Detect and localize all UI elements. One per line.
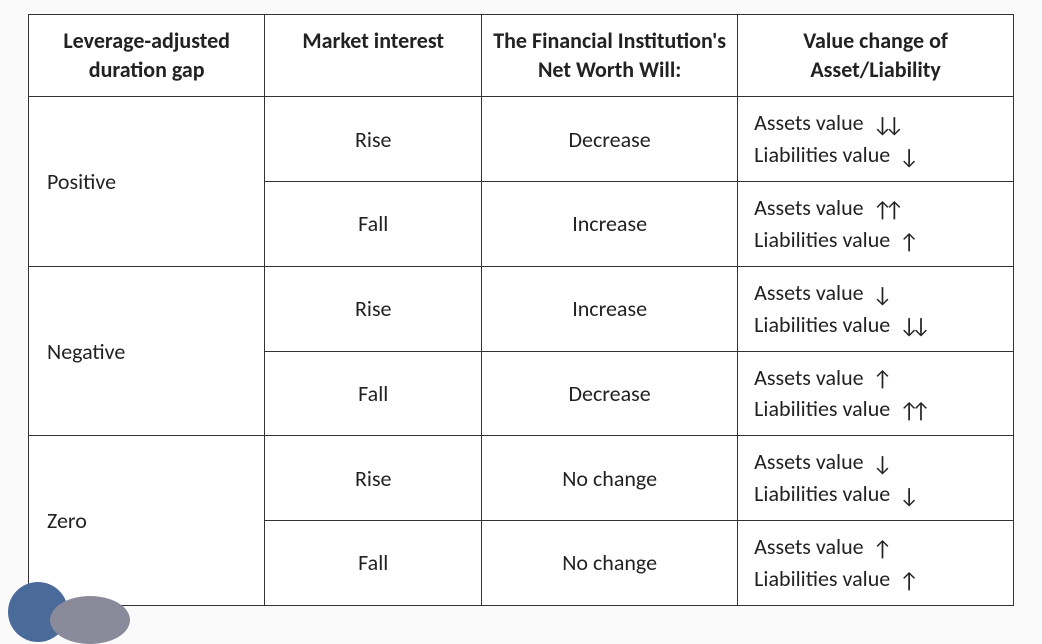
value-change-cell: Assets value ↓↓ Liabilities value ↓	[738, 97, 1014, 182]
networth-cell: No change	[482, 436, 738, 521]
col-header-value-change: Value change of Asset/Liability	[738, 15, 1014, 97]
table-header-row: Leverage-adjusted duration gap Market in…	[29, 15, 1014, 97]
value-change-cell: Assets value ↑ Liabilities value ↑	[738, 521, 1014, 606]
table-container: Leverage-adjusted duration gap Market in…	[0, 0, 1042, 620]
arrow-down-icon: ↓↓	[873, 114, 897, 136]
networth-cell: Decrease	[482, 97, 738, 182]
assets-line: Assets value ↓	[754, 277, 999, 309]
col-header-networth: The Financial Institution's Net Worth Wi…	[482, 15, 738, 97]
networth-cell: Decrease	[482, 351, 738, 436]
arrow-up-icon: ↑↑	[899, 400, 923, 422]
liab-label: Liabilities value	[754, 395, 890, 422]
interest-cell: Fall	[265, 521, 482, 606]
assets-line: Assets value ↓	[754, 446, 999, 478]
liab-label: Liabilities value	[754, 226, 890, 253]
value-change-cell: Assets value ↑↑ Liabilities value ↑	[738, 181, 1014, 266]
assets-label: Assets value	[754, 533, 863, 560]
arrow-down-icon: ↓↓	[899, 315, 923, 337]
liabilities-line: Liabilities value ↓↓	[754, 309, 999, 341]
arrow-down-icon: ↓	[873, 284, 893, 306]
interest-cell: Rise	[265, 436, 482, 521]
liab-label: Liabilities value	[754, 480, 890, 507]
liab-label: Liabilities value	[754, 141, 890, 168]
duration-gap-table: Leverage-adjusted duration gap Market in…	[28, 14, 1014, 606]
arrow-up-icon: ↑	[899, 231, 919, 253]
interest-cell: Fall	[265, 351, 482, 436]
value-change-cell: Assets value ↓ Liabilities value ↓	[738, 436, 1014, 521]
table-row: Zero Rise No change Assets value ↓ Liabi…	[29, 436, 1014, 521]
arrow-up-icon: ↑	[873, 368, 893, 390]
liabilities-line: Liabilities value ↓	[754, 478, 999, 510]
arrow-up-icon: ↑↑	[873, 199, 897, 221]
table-row: Negative Rise Increase Assets value ↓ Li…	[29, 266, 1014, 351]
assets-label: Assets value	[754, 364, 863, 391]
gap-cell-zero: Zero	[29, 436, 265, 606]
arrow-up-icon: ↑	[899, 570, 919, 592]
liabilities-line: Liabilities value ↓	[754, 139, 999, 171]
assets-line: Assets value ↑↑	[754, 192, 999, 224]
interest-cell: Rise	[265, 266, 482, 351]
assets-line: Assets value ↑	[754, 362, 999, 394]
assets-line: Assets value ↑	[754, 531, 999, 563]
assets-label: Assets value	[754, 109, 863, 136]
assets-line: Assets value ↓↓	[754, 107, 999, 139]
liab-label: Liabilities value	[754, 565, 890, 592]
blob-grey-icon	[50, 596, 130, 644]
interest-cell: Fall	[265, 181, 482, 266]
table-row: Positive Rise Decrease Assets value ↓↓ L…	[29, 97, 1014, 182]
networth-cell: Increase	[482, 181, 738, 266]
table-body: Positive Rise Decrease Assets value ↓↓ L…	[29, 97, 1014, 606]
col-header-interest: Market interest	[265, 15, 482, 97]
assets-label: Assets value	[754, 194, 863, 221]
gap-cell-positive: Positive	[29, 97, 265, 267]
gap-cell-negative: Negative	[29, 266, 265, 436]
assets-label: Assets value	[754, 448, 863, 475]
liabilities-line: Liabilities value ↑↑	[754, 393, 999, 425]
arrow-down-icon: ↓	[899, 485, 919, 507]
liab-label: Liabilities value	[754, 311, 890, 338]
assets-label: Assets value	[754, 279, 863, 306]
arrow-up-icon: ↑	[873, 538, 893, 560]
arrow-down-icon: ↓	[899, 146, 919, 168]
interest-cell: Rise	[265, 97, 482, 182]
col-header-gap: Leverage-adjusted duration gap	[29, 15, 265, 97]
liabilities-line: Liabilities value ↑	[754, 224, 999, 256]
value-change-cell: Assets value ↓ Liabilities value ↓↓	[738, 266, 1014, 351]
networth-cell: Increase	[482, 266, 738, 351]
value-change-cell: Assets value ↑ Liabilities value ↑↑	[738, 351, 1014, 436]
arrow-down-icon: ↓	[873, 453, 893, 475]
networth-cell: No change	[482, 521, 738, 606]
liabilities-line: Liabilities value ↑	[754, 563, 999, 595]
